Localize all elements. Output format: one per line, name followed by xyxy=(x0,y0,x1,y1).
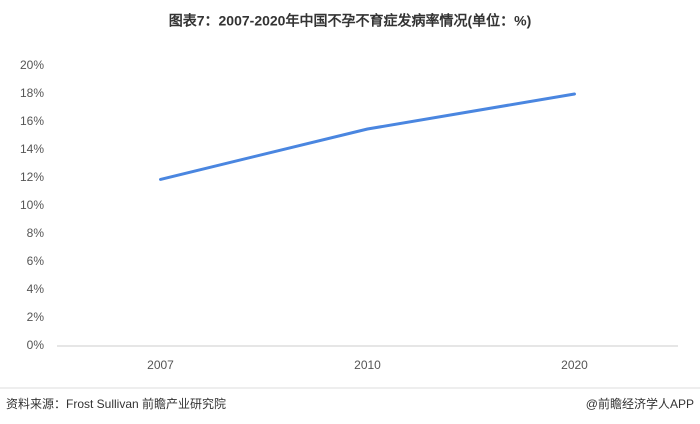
y-tick-label: 12% xyxy=(20,170,44,184)
y-tick-label: 20% xyxy=(20,58,44,72)
y-tick-label: 2% xyxy=(27,310,45,324)
credit: @前瞻经济学人APP xyxy=(586,396,694,411)
y-tick-label: 6% xyxy=(27,254,45,268)
y-tick-label: 14% xyxy=(20,142,44,156)
chart-title: 图表7：2007-2020年中国不孕不育症发病率情况(单位：%) xyxy=(169,13,532,29)
source: 资料来源：Frost Sullivan 前瞻产业研究院 xyxy=(6,396,226,411)
x-tick-label: 2010 xyxy=(354,358,381,372)
y-tick-label: 16% xyxy=(20,114,44,128)
y-tick-label: 10% xyxy=(20,198,44,212)
line xyxy=(159,92,576,181)
y-tick-label: 0% xyxy=(27,338,45,352)
x-tick-label: 2007 xyxy=(147,358,174,372)
y-tick-label: 18% xyxy=(20,86,44,100)
y-tick-label: 8% xyxy=(27,226,45,240)
y-tick-label: 4% xyxy=(27,282,45,296)
x-tick-label: 2020 xyxy=(561,358,588,372)
